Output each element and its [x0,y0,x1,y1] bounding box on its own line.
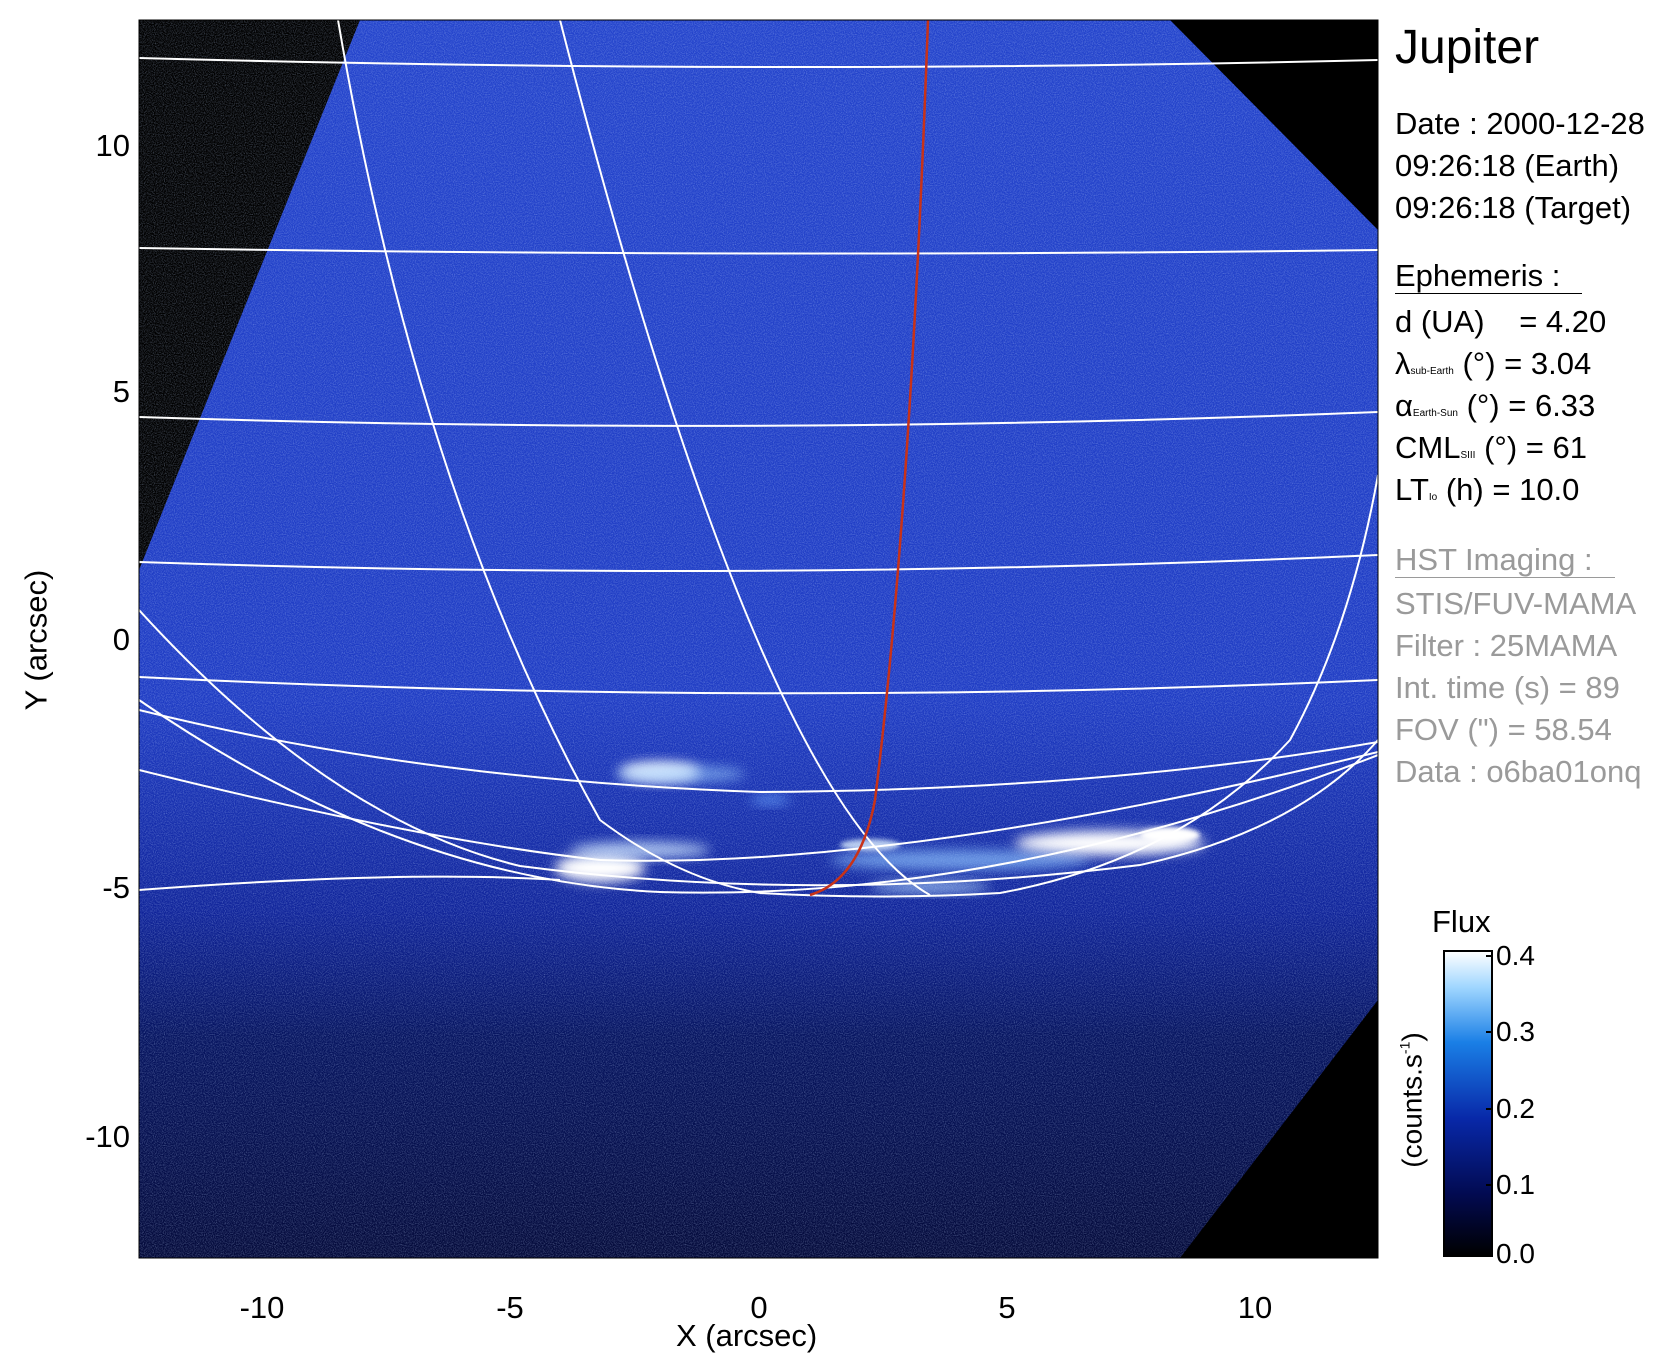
integration-time: Int. time (s) = 89 [1395,670,1620,705]
y-tick-label: -5 [102,870,130,905]
y-tick-label: 0 [112,622,130,657]
x-tick-label: -5 [496,1290,524,1325]
y-tick-label: 5 [112,374,130,409]
lt-value: (h) = 10.0 [1445,472,1580,507]
colorbar-unit-close: ) [1396,1032,1428,1042]
lambda-subscript: sub-Earth [1410,366,1454,377]
y-axis-label: Y (arcsec) [18,569,54,711]
colorbar-tick: 0.3 [1496,1016,1535,1047]
ephemeris-header: Ephemeris : [1395,260,1583,294]
lambda-symbol: λ [1395,346,1411,381]
eph-distance-label: d (UA) [1395,304,1485,339]
x-tick-label: 5 [998,1290,1016,1325]
date-line: Date : 2000-12-28 [1395,106,1645,141]
alpha-value: (°) = 6.33 [1466,388,1596,423]
detector-edge-bottom-right [1180,1000,1378,1258]
longitude-grid [139,20,1378,898]
plot-frame [138,19,1379,1259]
lt-subscript: Io [1428,492,1438,503]
colorbar-tick: 0.0 [1496,1238,1535,1269]
detector-edge-top-right [1170,20,1378,230]
colorbar-tick: 0.4 [1496,940,1535,971]
colorbar-tick: 0.2 [1496,1093,1535,1124]
alpha-subscript: Earth-Sun [1412,408,1458,419]
cml-symbol: CML [1395,430,1461,465]
eph-distance-value: = 4.20 [1519,304,1607,339]
eph-sub-earth-latitude: λsub-Earth (°) = 3.04 [1395,348,1591,379]
y-tick-label: 10 [95,128,130,163]
lambda-value: (°) = 3.04 [1462,346,1592,381]
eph-phase-angle: αEarth-Sun (°) = 6.33 [1395,390,1595,421]
hst-header: HST Imaging : [1395,544,1615,578]
time-target: 09:26:18 (Target) [1395,190,1632,225]
colorbar-tick: 0.1 [1496,1169,1535,1200]
alpha-symbol: α [1395,388,1413,423]
x-axis-label: X (arcsec) [676,1318,818,1353]
y-tick-label: -10 [85,1119,130,1154]
hst-header-text: HST Imaging : [1395,544,1615,578]
colorbar-unit-superscript: -1 [1396,1041,1413,1055]
colorbar-unit-text: (counts.s [1396,1054,1428,1168]
colorbar-ticks [1486,955,1492,1186]
eph-io-local-time: LTIo (h) = 10.0 [1395,474,1579,505]
cml-subscript: SIII [1460,450,1476,461]
time-earth: 09:26:18 (Earth) [1395,148,1620,183]
eph-cml: CMLSIII (°) = 61 [1395,432,1587,463]
colorbar-fill [1444,951,1492,1256]
instrument: STIS/FUV-MAMA [1395,586,1637,621]
x-tick-label: -10 [239,1290,285,1325]
x-tick-label: 10 [1237,1290,1273,1325]
eph-distance: d (UA) = 4.20 [1395,306,1606,337]
io-footprint-line [809,20,930,897]
x-tick-label: 0 [750,1290,768,1325]
filter: Filter : 25MAMA [1395,628,1618,663]
target-title: Jupiter [1395,21,1540,74]
ephemeris-header-text: Ephemeris : [1395,260,1583,294]
colorbar-title: Flux [1432,904,1491,939]
colorbar-unit-label: (counts.s-1) [1396,1032,1428,1168]
colorbar-frame [1443,950,1493,1257]
field-of-view: FOV (") = 58.54 [1395,712,1612,747]
data-id: Data : o6ba01onq [1395,754,1642,789]
detector-noise [139,20,1378,1258]
lt-symbol: LT [1395,472,1429,507]
cml-value: (°) = 61 [1484,430,1587,465]
